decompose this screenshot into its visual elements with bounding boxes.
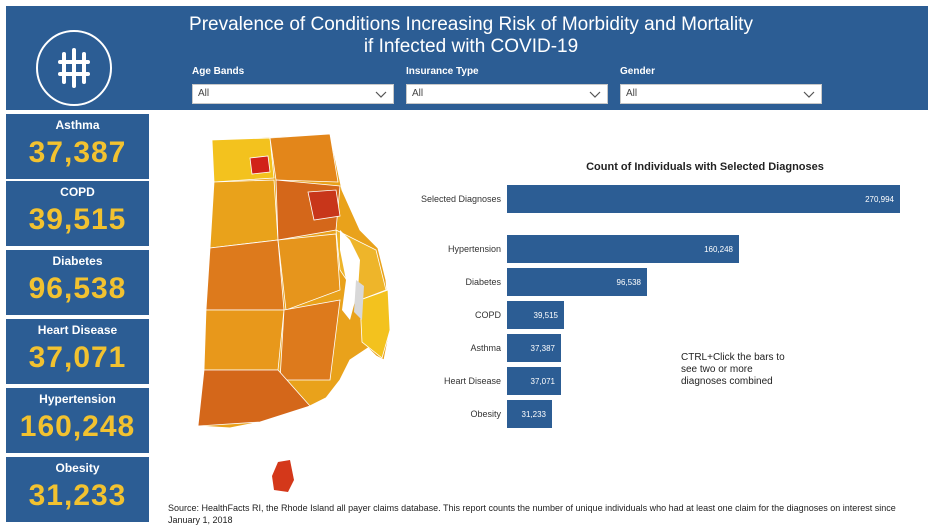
- filter-age-bands-dropdown[interactable]: All: [192, 84, 394, 104]
- chevron-down-icon: [375, 91, 387, 98]
- filter-age-bands-value: All: [198, 88, 210, 99]
- map-island-aquidneck: [354, 280, 364, 320]
- bar-asthma[interactable]: [507, 334, 561, 362]
- map-region-red-north[interactable]: [249, 155, 271, 175]
- card-heart-disease[interactable]: Heart Disease 37,071: [6, 319, 149, 384]
- card-diabetes-value: 96,538: [28, 272, 127, 305]
- bar-obesity[interactable]: [507, 400, 552, 428]
- card-obesity-value: 31,233: [28, 479, 127, 512]
- chevron-down-icon: [589, 91, 601, 98]
- map-region-block-island[interactable]: [272, 460, 294, 492]
- bar-selected-diagnoses[interactable]: [507, 185, 900, 213]
- page-title-line1: Prevalence of Conditions Increasing Risk…: [189, 14, 753, 35]
- card-diabetes[interactable]: Diabetes 96,538: [6, 250, 149, 315]
- bar-copd[interactable]: [507, 301, 564, 329]
- card-hypertension-label: Hypertension: [39, 392, 116, 406]
- data-label: 31,233: [522, 410, 547, 419]
- data-label: 37,387: [531, 344, 556, 353]
- category-label: Diabetes: [465, 277, 501, 287]
- map-region-northeast[interactable]: [269, 133, 339, 183]
- filter-age-bands-label: Age Bands: [192, 66, 245, 77]
- filter-insurance-type: Insurance Type All: [406, 66, 608, 104]
- filter-insurance-type-value: All: [412, 88, 424, 99]
- filter-gender-value: All: [626, 88, 638, 99]
- map-region-central-west[interactable]: [209, 179, 279, 249]
- source-note: Source: HealthFacts RI, the Rhode Island…: [168, 503, 896, 525]
- chart-title: Count of Individuals with Selected Diagn…: [586, 161, 824, 173]
- card-asthma[interactable]: Asthma 37,387: [6, 114, 149, 179]
- bar-diabetes[interactable]: [507, 268, 647, 296]
- category-label: Hypertension: [448, 244, 501, 254]
- bar-heart-disease[interactable]: [507, 367, 561, 395]
- card-copd-label: COPD: [60, 185, 95, 199]
- category-label: Obesity: [470, 409, 501, 419]
- header-banner: Prevalence of Conditions Increasing Risk…: [6, 6, 928, 110]
- data-label: 96,538: [617, 278, 642, 287]
- filter-insurance-type-dropdown[interactable]: All: [406, 84, 608, 104]
- map-region-southeast[interactable]: [359, 289, 391, 359]
- card-diabetes-label: Diabetes: [52, 254, 103, 268]
- data-label: 270,994: [865, 195, 894, 204]
- map-region-west[interactable]: [205, 239, 285, 311]
- map-region-south-central[interactable]: [277, 233, 341, 311]
- bar-chart: Selected Diagnoses 270,994 Hypertension 160…: [421, 185, 900, 428]
- filter-gender-dropdown[interactable]: All: [620, 84, 822, 104]
- card-asthma-value: 37,387: [28, 136, 127, 169]
- data-label: 160,248: [704, 245, 733, 254]
- card-copd[interactable]: COPD 39,515: [6, 181, 149, 246]
- card-copd-value: 39,515: [28, 203, 127, 236]
- category-label: Heart Disease: [444, 376, 501, 386]
- data-label: 37,071: [531, 377, 556, 386]
- map-region-providence[interactable]: [307, 189, 341, 221]
- filter-age-bands: Age Bands All: [192, 66, 394, 104]
- card-asthma-label: Asthma: [55, 118, 100, 132]
- map-region-southwest[interactable]: [203, 309, 285, 371]
- card-obesity[interactable]: Obesity 31,233: [6, 457, 149, 522]
- card-obesity-label: Obesity: [55, 461, 100, 475]
- chevron-down-icon: [803, 91, 815, 98]
- card-hypertension-value: 160,248: [19, 410, 136, 443]
- page-title-line2: if Infected with COVID-19: [363, 36, 579, 57]
- card-hypertension[interactable]: Hypertension 160,248: [6, 388, 149, 453]
- bar-hypertension[interactable]: [507, 235, 739, 263]
- map-region-south[interactable]: [279, 299, 341, 381]
- rhode-island-choropleth-map[interactable]: [190, 130, 400, 500]
- card-heart-disease-label: Heart Disease: [37, 323, 118, 337]
- filter-gender-label: Gender: [620, 66, 656, 77]
- page-title: Prevalence of Conditions Increasing Risk…: [176, 14, 766, 58]
- category-label: Selected Diagnoses: [421, 194, 502, 204]
- category-label: COPD: [475, 310, 502, 320]
- chart-note: CTRL+Click the bars to see two or more d…: [681, 352, 785, 387]
- data-label: 39,515: [534, 311, 559, 320]
- filter-insurance-type-label: Insurance Type: [406, 66, 479, 77]
- ri-health-logo: [36, 30, 112, 106]
- card-heart-disease-value: 37,071: [28, 341, 127, 374]
- ri-health-logo-icon: [58, 48, 90, 88]
- map-region-coast[interactable]: [197, 369, 311, 427]
- category-label: Asthma: [470, 343, 501, 353]
- filter-gender: Gender All: [620, 66, 822, 104]
